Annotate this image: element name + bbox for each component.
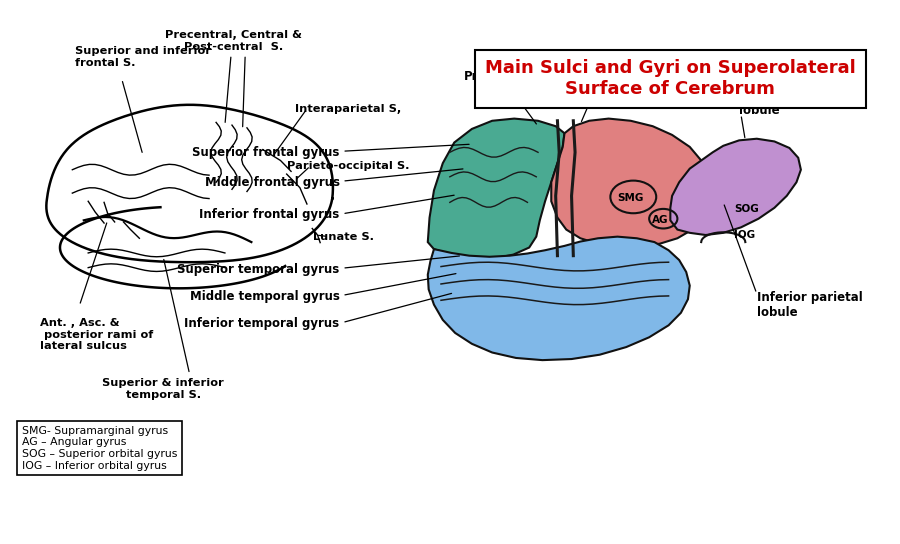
Text: Interaparietal S,: Interaparietal S, <box>295 104 401 114</box>
Polygon shape <box>428 119 564 258</box>
Text: SMG: SMG <box>617 193 644 203</box>
Text: Middle temporal gyrus: Middle temporal gyrus <box>190 290 339 303</box>
Text: Superior parietal
lobule: Superior parietal lobule <box>739 89 852 118</box>
Text: Superior & inferior
temporal S.: Superior & inferior temporal S. <box>103 378 224 400</box>
Text: Inferior parietal
lobule: Inferior parietal lobule <box>757 290 862 319</box>
Text: Precentral
gyrus: Precentral gyrus <box>464 70 533 98</box>
Text: Superior frontal gyrus: Superior frontal gyrus <box>193 146 339 159</box>
Polygon shape <box>670 139 801 235</box>
Text: SMG- Supramarginal gyrus
AG – Angular gyrus
SOG – Superior orbital gyrus
IOG – I: SMG- Supramarginal gyrus AG – Angular gy… <box>22 426 177 471</box>
Text: Precentral, Central &
Post-central  S.: Precentral, Central & Post-central S. <box>166 30 302 52</box>
Text: Superior and inferior
frontal S.: Superior and inferior frontal S. <box>75 46 211 68</box>
Text: Middle frontal gyrus: Middle frontal gyrus <box>204 176 339 189</box>
Text: Ant. , Asc. &
 posterior rami of
lateral sulcus: Ant. , Asc. & posterior rami of lateral … <box>40 318 153 351</box>
Text: Superior temporal gyrus: Superior temporal gyrus <box>177 263 339 276</box>
Text: IOG: IOG <box>734 230 755 240</box>
Text: Postcentral
gyrus: Postcentral gyrus <box>544 70 620 98</box>
Text: SOG: SOG <box>734 205 759 214</box>
Text: Lunate S.: Lunate S. <box>313 232 374 242</box>
Text: Parieto-occipital S.: Parieto-occipital S. <box>287 161 410 171</box>
Text: AG: AG <box>652 215 668 225</box>
Text: Inferior temporal gyrus: Inferior temporal gyrus <box>184 317 339 330</box>
Text: Main Sulci and Gyri on Superolateral
Surface of Cerebrum: Main Sulci and Gyri on Superolateral Sur… <box>485 59 856 98</box>
Polygon shape <box>428 237 689 360</box>
Text: Inferior frontal gyrus: Inferior frontal gyrus <box>199 208 339 221</box>
Polygon shape <box>552 119 713 246</box>
